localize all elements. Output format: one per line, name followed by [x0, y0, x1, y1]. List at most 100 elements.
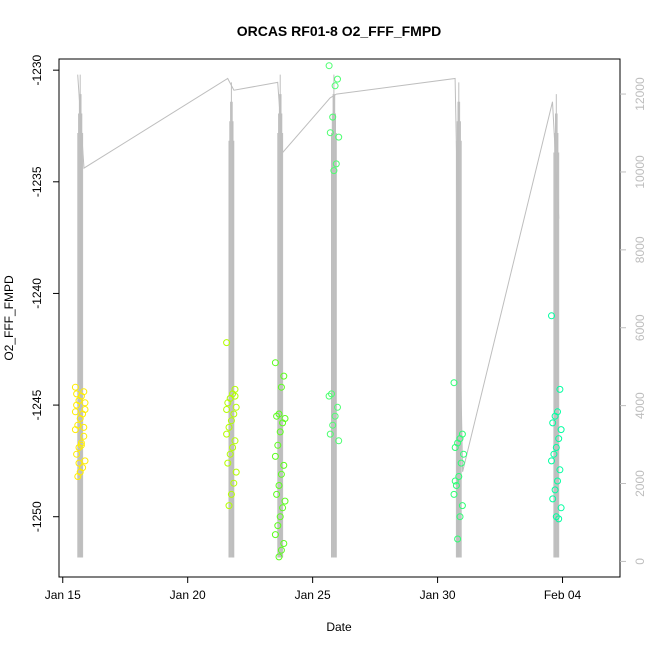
y-axis: -1250 -1245 -1240 -1235 -1230: [30, 54, 59, 532]
data-point: [277, 546, 285, 554]
data-point: [273, 412, 281, 420]
data-point: [279, 504, 287, 512]
y-axis-label: O2_FFF_FMPD: [2, 275, 16, 361]
data-point: [224, 459, 232, 467]
data-point: [280, 540, 288, 547]
data-point: [277, 470, 285, 478]
data-point: [232, 468, 240, 476]
data-point: [450, 490, 458, 498]
data-point: [555, 435, 563, 443]
data-point: [231, 437, 239, 445]
data-point: [556, 466, 564, 474]
data-point: [555, 515, 563, 523]
data-point: [452, 482, 460, 489]
data-point: [330, 167, 338, 175]
data-point: [75, 444, 83, 451]
data-point: [77, 441, 85, 449]
y2-tick-label: 12000: [633, 77, 647, 111]
y-tick-label: -1235: [30, 166, 44, 197]
x-tick-label: Jan 25: [295, 588, 331, 602]
data-point: [274, 441, 282, 449]
data-point: [271, 452, 279, 460]
data-point: [81, 399, 89, 407]
data-point: [332, 160, 340, 168]
data-point: [460, 450, 468, 458]
data-point: [331, 82, 339, 90]
data-point: [226, 450, 234, 458]
data-point: [328, 390, 335, 398]
y2-tick-label: 10000: [633, 155, 647, 189]
data-point: [223, 430, 231, 438]
data-point: [326, 129, 334, 137]
x-axis: Jan 15 Jan 20 Jan 25 Jan 30 Feb 04: [45, 576, 582, 602]
data-point: [551, 412, 559, 420]
data-point: [458, 502, 466, 510]
data-point: [230, 479, 238, 487]
data-point: [276, 428, 284, 436]
data-point: [335, 133, 343, 141]
data-point: [455, 473, 463, 480]
data-point: [230, 410, 238, 418]
data-point: [557, 504, 565, 512]
data-point: [74, 473, 82, 480]
data-point: [554, 477, 561, 485]
data-point: [275, 410, 283, 418]
data-point: [331, 412, 339, 420]
data-point: [335, 437, 343, 445]
data-point: [280, 461, 288, 469]
data-point: [225, 502, 233, 510]
y-tick-label: -1245: [30, 389, 44, 420]
y2-tick-label: 0: [633, 558, 647, 565]
o2-points-series: [71, 62, 565, 561]
data-point: [271, 359, 279, 367]
data-point: [334, 403, 341, 411]
y2-tick-label: 6000: [633, 314, 647, 341]
altitude-series: [77, 74, 560, 558]
data-point: [325, 62, 333, 70]
x-axis-label: Date: [326, 620, 352, 634]
y2-tick-label: 2000: [633, 470, 647, 497]
data-point: [329, 421, 337, 429]
data-point: [281, 497, 289, 505]
data-point: [334, 75, 341, 83]
x-tick-label: Jan 30: [420, 588, 456, 602]
data-point: [71, 383, 79, 391]
data-point: [325, 392, 333, 400]
data-point: [223, 339, 231, 347]
data-point: [271, 531, 279, 539]
data-point: [273, 490, 281, 498]
data-point: [548, 312, 555, 320]
data-point: [552, 513, 560, 521]
data-point: [326, 430, 334, 438]
data-point: [73, 390, 81, 398]
data-point: [275, 553, 283, 561]
data-point: [552, 444, 560, 451]
data-point: [275, 482, 283, 489]
y2-axis: 0 2000 4000 6000 8000 10000 12000: [620, 77, 647, 565]
y2-tick-label: 8000: [633, 236, 647, 263]
x-tick-label: Feb 04: [544, 588, 582, 602]
data-point: [231, 392, 239, 400]
data-point: [224, 399, 232, 407]
data-point: [276, 513, 284, 521]
y-tick-label: -1240: [30, 278, 44, 309]
altitude-ferry-line: [77, 74, 560, 472]
y-tick-label: -1250: [30, 501, 44, 532]
y-tick-label: -1230: [30, 54, 44, 85]
data-point: [549, 495, 557, 503]
data-point: [232, 403, 240, 411]
y2-tick-label: 4000: [633, 392, 647, 419]
x-tick-label: Jan 20: [170, 588, 206, 602]
data-point: [456, 513, 464, 521]
data-point: [556, 385, 564, 393]
data-point: [227, 490, 235, 498]
plot-frame: [58, 58, 621, 578]
data-point: [225, 423, 233, 431]
data-point: [73, 401, 81, 409]
data-point: [73, 450, 81, 458]
data-point: [450, 379, 458, 387]
chart-title: ORCAS RF01-8 O2_FFF_FMPD: [237, 23, 442, 39]
data-point: [223, 406, 231, 413]
data-point: [550, 450, 558, 458]
